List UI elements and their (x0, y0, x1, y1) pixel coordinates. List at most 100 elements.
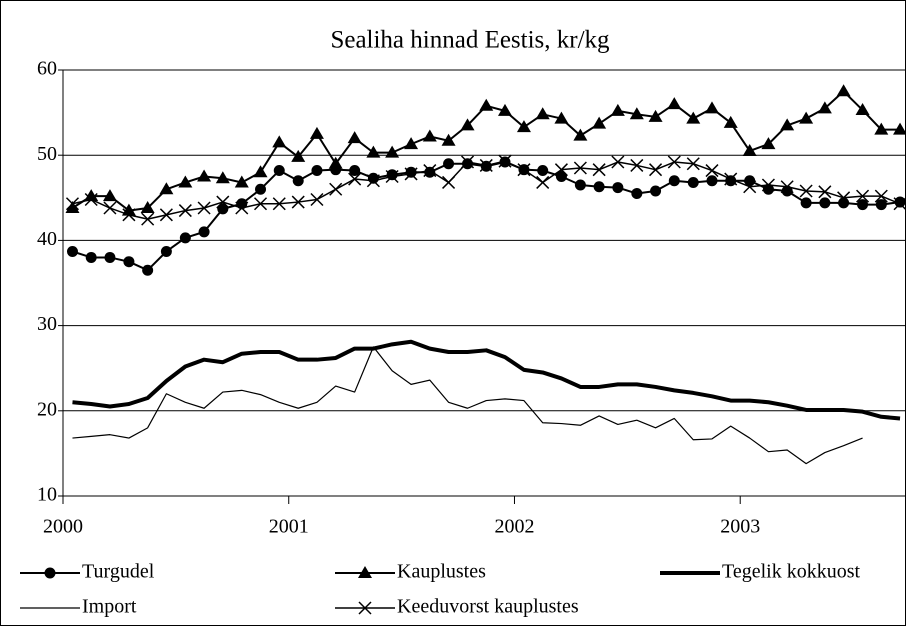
marker (668, 175, 680, 187)
marker (761, 178, 775, 192)
marker (761, 137, 776, 150)
marker (780, 118, 795, 131)
marker (197, 201, 211, 215)
marker (84, 189, 99, 202)
marker (385, 169, 399, 184)
marker (537, 165, 549, 177)
marker (705, 164, 719, 178)
marker (818, 185, 832, 199)
marker (479, 158, 493, 172)
marker (667, 155, 681, 169)
legend-label: Kauplustes (397, 561, 486, 583)
marker (65, 197, 80, 211)
legend-label: Keeduvorst kauplustes (397, 596, 579, 618)
marker (687, 176, 699, 188)
legend-marker (358, 566, 372, 578)
marker (554, 111, 569, 124)
marker (309, 126, 324, 139)
marker (631, 188, 643, 200)
marker (349, 165, 361, 177)
marker (311, 165, 323, 177)
marker (217, 203, 229, 215)
marker (123, 256, 135, 268)
marker (686, 157, 700, 171)
marker (215, 171, 230, 184)
marker (819, 197, 831, 209)
marker (141, 212, 155, 226)
y-tick-label: 30 (37, 313, 57, 335)
marker (574, 179, 586, 191)
marker (460, 155, 475, 169)
marker (216, 195, 230, 209)
marker (630, 158, 644, 172)
marker (874, 122, 889, 135)
marker (405, 166, 417, 178)
marker (536, 175, 550, 189)
marker (799, 111, 814, 124)
marker (667, 97, 682, 110)
marker (84, 192, 98, 207)
marker (629, 107, 644, 120)
marker (367, 172, 379, 184)
marker (310, 192, 324, 207)
marker (178, 204, 192, 218)
marker (611, 155, 625, 169)
marker (648, 109, 663, 122)
marker (535, 107, 550, 120)
marker (593, 181, 605, 193)
marker (875, 199, 887, 211)
marker (85, 251, 97, 263)
marker (592, 163, 606, 177)
marker (800, 197, 812, 209)
marker (178, 175, 193, 188)
marker (66, 245, 78, 257)
marker (498, 154, 512, 168)
marker (649, 163, 663, 177)
series-line (72, 346, 863, 465)
marker (706, 175, 718, 187)
marker (723, 115, 738, 128)
marker (874, 189, 888, 203)
y-tick-label: 10 (37, 484, 57, 506)
marker (291, 195, 305, 209)
marker (422, 129, 437, 142)
marker (799, 184, 813, 198)
marker (159, 208, 173, 222)
marker (292, 175, 304, 187)
marker (686, 111, 701, 124)
marker (404, 167, 418, 181)
x-tick-label: 2001 (269, 516, 309, 538)
marker (235, 201, 249, 215)
marker (366, 174, 380, 188)
marker (65, 201, 80, 214)
marker (743, 180, 757, 194)
y-tick-label: 40 (37, 228, 57, 250)
marker (894, 196, 906, 208)
marker (142, 264, 154, 276)
marker (762, 183, 774, 195)
marker (253, 165, 268, 178)
marker (573, 161, 587, 175)
legend-label: Tegelik kokkuost (722, 561, 860, 583)
marker (856, 189, 870, 203)
marker (234, 175, 249, 188)
marker (122, 208, 136, 222)
marker (497, 103, 512, 116)
marker (159, 182, 174, 195)
marker (347, 131, 362, 144)
marker (462, 158, 474, 170)
marker (103, 201, 117, 215)
chart-title: Sealiha hinnad Eestis, kr/kg (330, 27, 610, 54)
marker (817, 101, 832, 114)
marker (140, 201, 155, 214)
marker (704, 101, 719, 114)
marker (742, 143, 757, 156)
x-tick-label: 2002 (494, 516, 534, 538)
marker (121, 203, 136, 216)
marker (781, 185, 793, 197)
marker (442, 175, 456, 189)
marker (610, 103, 625, 116)
marker (479, 98, 494, 111)
